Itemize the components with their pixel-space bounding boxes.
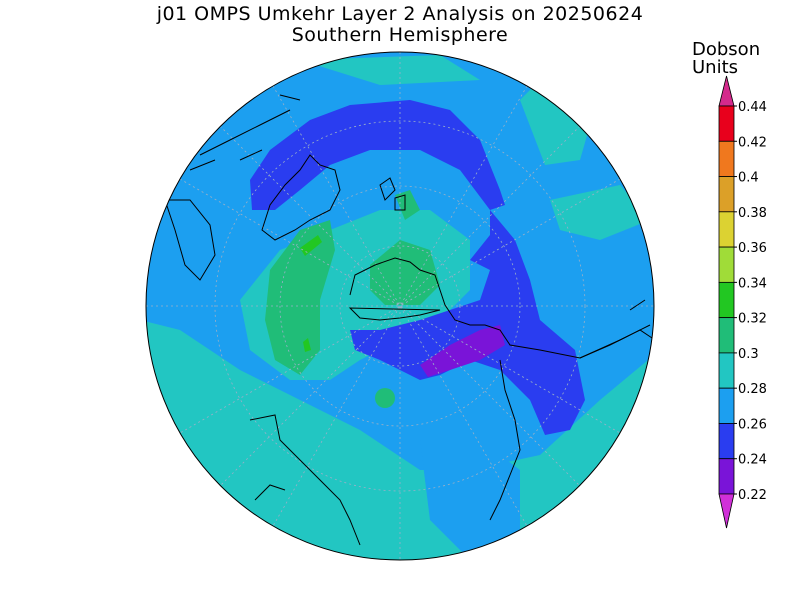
coastlines	[164, 94, 654, 546]
field-cyan-e	[550, 185, 650, 240]
colorbar-tick-label: 0.42	[738, 135, 767, 150]
colorbar-tick-label: 0.28	[738, 382, 767, 397]
colorbar-segment	[718, 140, 735, 177]
field-green-small	[395, 190, 420, 220]
map-disc-outline	[145, 51, 655, 561]
field-green-west	[265, 220, 335, 375]
graticule	[146, 52, 654, 560]
map-title: j01 OMPS Umkehr Layer 2 Analysis on 2025…	[156, 3, 644, 25]
colorbar-segment	[718, 317, 735, 354]
colorbar-segment	[718, 387, 735, 424]
coast-australia	[261, 154, 341, 241]
colorbar-tick-label: 0.26	[738, 417, 767, 432]
colorbar-over-triangle	[718, 75, 735, 107]
colorbar-unit-label-2: Units	[692, 57, 739, 78]
colorbar-tick-label: 0.4	[738, 171, 759, 186]
field-green-dot	[375, 388, 395, 408]
colorbar: 0.44 0.42 0.4 0.38 0.36 0.34 0.32 0.3 0.28 0.26 0.…	[718, 75, 767, 529]
colorbar-segment	[718, 423, 735, 460]
field-band-026-028-b	[420, 440, 520, 560]
ozone-field	[146, 52, 654, 560]
colorbar-segment	[718, 458, 735, 495]
coast-south	[249, 414, 361, 546]
coast-new-zealand	[379, 177, 406, 211]
coast-east	[579, 299, 651, 359]
colorbar-tick-label: 0.32	[738, 312, 767, 327]
colorbar-segment	[718, 281, 735, 319]
coast-islands	[189, 94, 301, 171]
colorbar-tick-label: 0.44	[738, 100, 767, 115]
field-cyan-nw	[300, 55, 480, 85]
field-green-center	[370, 240, 440, 305]
map-subtitle: Southern Hemisphere	[291, 24, 509, 46]
colorbar-tick-label: 0.3	[738, 347, 759, 362]
colorbar-tick-label: 0.34	[738, 276, 767, 291]
field-band-022-024	[420, 325, 505, 377]
coast-south-america	[489, 359, 521, 521]
colorbar-tick-label: 0.24	[738, 453, 767, 468]
field-band-024-026-east	[350, 210, 585, 435]
colorbar-segment	[718, 352, 735, 389]
field-green-strong-2	[303, 338, 311, 352]
colorbar-tick-label: 0.38	[738, 206, 767, 221]
colorbar-segment	[718, 246, 735, 283]
field-band-024-026-arc	[250, 100, 505, 210]
colorbar-tick-label: 0.22	[738, 488, 767, 503]
colorbar-under-triangle	[718, 493, 735, 529]
field-green-strong	[300, 235, 322, 256]
colorbar-tick-label: 0.36	[738, 241, 767, 256]
colorbar-segment	[718, 176, 735, 213]
coast-africa	[164, 199, 216, 281]
colorbar-segment	[718, 211, 735, 248]
colorbar-segment	[718, 105, 735, 142]
colorbar-unit-label-1: Dobson	[692, 39, 761, 60]
